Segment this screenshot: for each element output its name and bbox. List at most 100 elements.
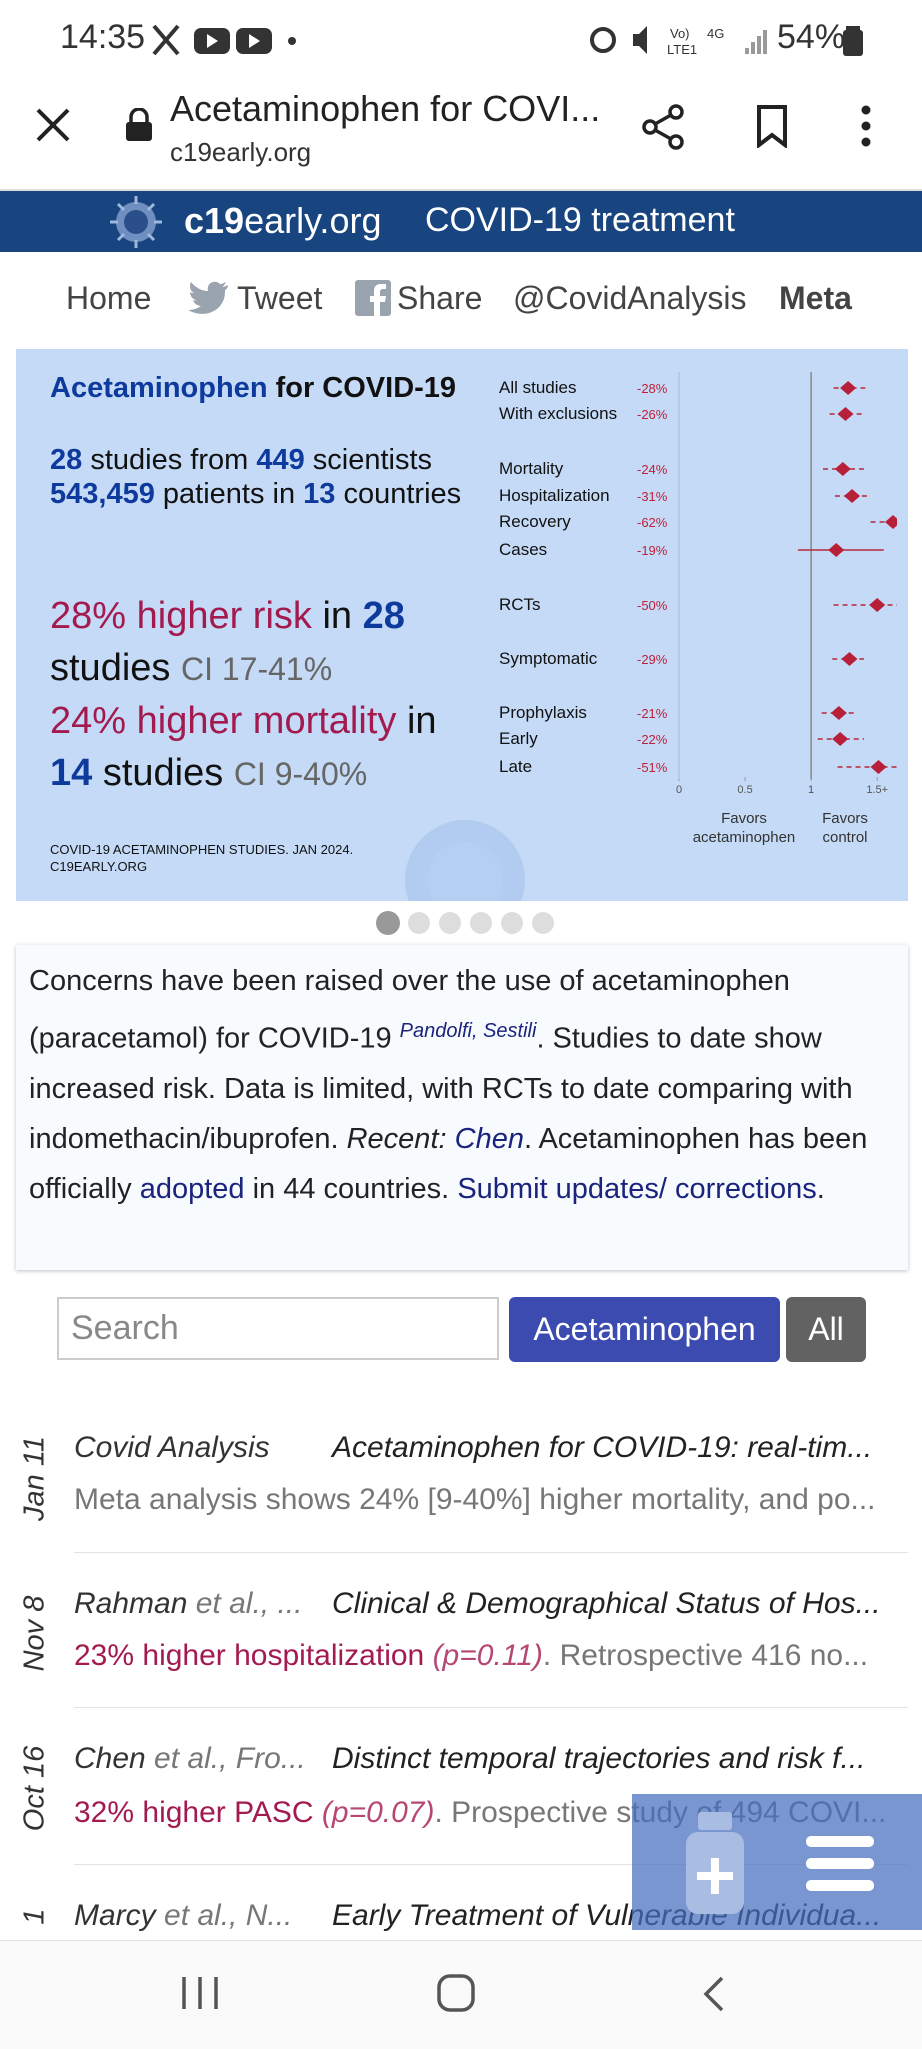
item-title[interactable]: Clinical & Demographical Status of Hos..…	[332, 1587, 881, 1620]
home-button[interactable]	[436, 1973, 478, 2015]
lte-icon: LTE1	[667, 42, 697, 57]
all-button[interactable]: All	[786, 1297, 866, 1362]
effect-diamond	[844, 489, 861, 503]
item-result: 23% higher hospitalization	[74, 1639, 425, 1672]
bookmark-button[interactable]	[755, 104, 791, 148]
nav-home[interactable]: Home	[66, 280, 152, 316]
recent-label: Recent:	[346, 1122, 447, 1155]
risk-text: 28% higher risk	[50, 595, 312, 637]
footer-line: COVID-19 ACETAMINOPHEN STUDIES. JAN 2024…	[50, 842, 354, 857]
effect-diamond	[885, 515, 897, 529]
infographic[interactable]	[16, 349, 908, 901]
dot[interactable]	[470, 912, 492, 934]
item-date: Jan 11	[18, 1436, 51, 1521]
row-name: With exclusions	[499, 404, 617, 423]
x-tick-label: 0.5	[737, 784, 752, 796]
nav-share[interactable]: Share	[397, 280, 483, 316]
item-date: Oct 16	[18, 1745, 51, 1832]
favors-right: Favors control	[822, 810, 868, 846]
scientists-count: 449	[256, 444, 305, 476]
citation-sep: ,	[471, 1020, 484, 1042]
item-summary-text: . Retrospective 416 no...	[542, 1639, 869, 1672]
citation-link[interactable]: Sestili	[483, 1020, 537, 1042]
treatment-button[interactable]	[680, 1808, 750, 1918]
item-title[interactable]: Acetaminophen for COVID-19: real-tim...	[332, 1431, 873, 1464]
4g-icon: 4G	[707, 26, 724, 41]
nav-tweet[interactable]: Tweet	[237, 280, 323, 316]
dot[interactable]	[439, 912, 461, 934]
menu-button[interactable]	[858, 104, 874, 148]
item-title[interactable]: Distinct temporal trajectories and risk …	[332, 1742, 866, 1775]
drug-button[interactable]: Acetaminophen	[509, 1297, 780, 1362]
row-name: All studies	[499, 378, 576, 397]
item-author[interactable]: Chen et al., Fro...	[74, 1742, 324, 1776]
page-title: Acetaminophen for COVI...	[170, 88, 601, 129]
battery-icon	[843, 26, 863, 56]
patients-count: 543,459	[50, 478, 155, 510]
dot[interactable]	[408, 912, 430, 934]
system-nav-bar	[0, 1940, 922, 2049]
studies-count: 28	[50, 444, 83, 476]
mortality-studies-text: studies	[92, 752, 234, 794]
search-input[interactable]: Search	[57, 1297, 499, 1360]
dot[interactable]	[501, 912, 523, 934]
row-name: Cases	[499, 540, 547, 559]
submit-link[interactable]: Submit updates/ corrections	[457, 1172, 817, 1205]
logo-bold: c19	[184, 200, 245, 241]
citation-link[interactable]: Pandolfi	[399, 1020, 472, 1042]
summary-box	[16, 945, 908, 1270]
author-rest: et al., N...	[155, 1899, 293, 1932]
title-rest: for COVID-19	[267, 372, 457, 404]
back-button[interactable]	[700, 1974, 730, 2014]
effect-diamond	[840, 381, 857, 395]
plot-area	[797, 381, 897, 774]
dot[interactable]	[532, 912, 554, 934]
site-logo-text[interactable]: c19early.org	[184, 200, 381, 242]
stats-text: countries	[335, 478, 462, 510]
share-button[interactable]	[640, 104, 690, 150]
row-effect: -26%	[637, 407, 668, 422]
hamburger-button[interactable]	[806, 1836, 874, 1892]
item-divider	[74, 1552, 908, 1553]
recent-link[interactable]: Chen	[454, 1122, 524, 1155]
lock-icon	[126, 108, 152, 141]
row-effect: -50%	[637, 598, 668, 613]
volte-icon: Vo)	[670, 26, 690, 41]
footer-line: C19EARLY.ORG	[50, 859, 148, 874]
summary-part: .	[816, 1172, 825, 1205]
row-name: Prophylaxis	[499, 703, 587, 722]
mortality-in: in	[396, 700, 437, 742]
recents-button[interactable]	[180, 1975, 220, 2011]
item-summary: Meta analysis shows 24% [9-40%] higher m…	[74, 1483, 876, 1516]
dot-active[interactable]	[376, 911, 400, 935]
row-name: Symptomatic	[499, 649, 598, 668]
effect-diamond	[870, 760, 887, 774]
author-name: Rahman	[74, 1587, 188, 1620]
item-divider	[74, 1864, 908, 1865]
virus-decoration	[405, 820, 525, 901]
page-url[interactable]: c19early.org	[170, 137, 312, 167]
infographic-stats: 28 studies from 449 scientists 543,459 pa…	[50, 443, 490, 511]
item-result: 32% higher PASC	[74, 1796, 314, 1829]
nav-twitter-handle[interactable]: @CovidAnalysis	[513, 280, 747, 316]
risk-ci: CI 17-41%	[180, 651, 333, 687]
item-author[interactable]: Marcy et al., N...	[74, 1899, 324, 1933]
adopted-link[interactable]: adopted	[139, 1172, 245, 1205]
close-button[interactable]	[34, 106, 74, 146]
item-author[interactable]: Covid Analysis	[74, 1431, 270, 1464]
author-name: Chen	[74, 1742, 146, 1775]
x-tick-label: 1.5+	[866, 784, 888, 796]
signal-icon	[745, 30, 767, 54]
logo-rest: early.org	[244, 200, 382, 241]
site-logo	[110, 196, 162, 248]
row-effect: -22%	[637, 732, 668, 747]
x-tick-label: 0	[676, 784, 682, 796]
countries-count: 13	[303, 478, 336, 510]
effect-diamond	[830, 706, 847, 720]
nav-meta[interactable]: Meta	[779, 280, 852, 316]
item-author[interactable]: Rahman et al., ...	[74, 1587, 324, 1621]
item-summary: 23% higher hospitalization (p=0.11). Ret…	[74, 1639, 868, 1673]
risk-in: in	[311, 595, 363, 637]
